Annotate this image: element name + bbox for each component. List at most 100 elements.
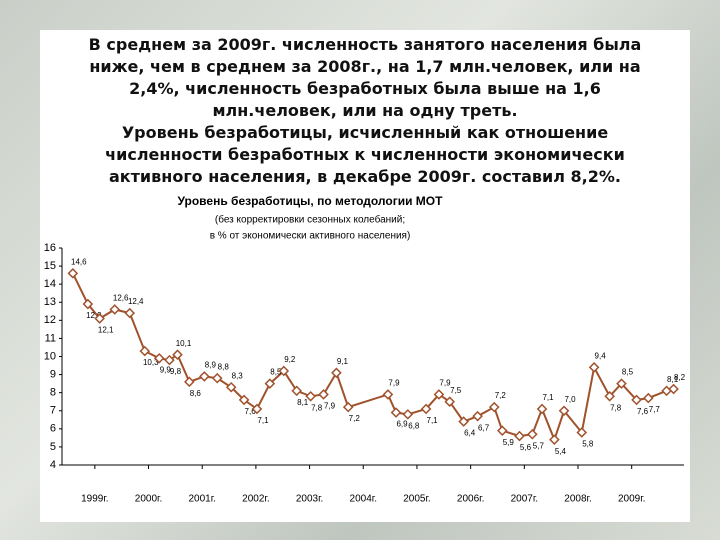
point: [94, 313, 105, 324]
data-label: 9,2: [284, 355, 296, 364]
point: [251, 403, 263, 415]
data-label: 8,1: [297, 398, 309, 407]
point: [331, 367, 342, 379]
point: [238, 394, 250, 406]
x-tick-label: 2000г.: [135, 494, 162, 505]
data-label: 7,1: [427, 416, 439, 425]
text-line: ниже, чем в среднем за 2008г., на 1,7 мл…: [89, 57, 641, 76]
y-tick-label: 11: [45, 332, 56, 344]
data-label: 7,6: [637, 407, 649, 416]
y-tick-label: 13: [44, 296, 56, 308]
point: [402, 409, 414, 420]
point: [172, 349, 183, 360]
x-tick-label: 2009г.: [618, 494, 645, 505]
point: [576, 427, 588, 438]
data-label: 12,6: [113, 294, 129, 303]
x-tick-label: 1999г.: [81, 494, 108, 505]
point: [604, 390, 615, 402]
point: [558, 405, 570, 417]
data-label: 7,5: [450, 386, 462, 395]
point: [420, 403, 432, 415]
x-tick-label: 2006г.: [457, 494, 484, 505]
y-tick-label: 10: [44, 350, 56, 362]
data-label: 7,9: [388, 379, 400, 388]
data-label: 7,1: [257, 416, 269, 425]
x-tick-label: 2004г.: [350, 494, 377, 505]
point: [342, 401, 354, 413]
point: [139, 345, 151, 357]
point: [109, 304, 121, 315]
text-line: 2,4%, численность безработных была выше …: [129, 79, 601, 98]
data-label: 10,1: [176, 339, 192, 348]
x-tick-label: 2005г.: [403, 494, 430, 505]
point: [82, 298, 94, 310]
point: [631, 394, 642, 406]
y-tick-label: 4: [50, 459, 56, 471]
point: [668, 383, 679, 395]
point: [278, 365, 290, 377]
data-label: 8,5: [622, 368, 634, 377]
data-label: 7,6: [245, 407, 257, 416]
y-tick-label: 15: [44, 260, 56, 272]
point: [536, 403, 548, 415]
point: [549, 434, 560, 445]
data-label: 6,8: [408, 421, 420, 430]
point: [67, 268, 79, 279]
data-label: 7,8: [311, 403, 323, 412]
data-label: 7,2: [349, 414, 361, 423]
data-label: 5,9: [503, 438, 515, 447]
y-tick-label: 5: [50, 441, 56, 453]
data-label: 9,4: [595, 351, 607, 360]
data-label: 5,4: [555, 447, 567, 456]
point: [472, 410, 483, 422]
data-label: 12,4: [128, 297, 144, 306]
point: [444, 396, 455, 408]
point: [164, 354, 175, 366]
data-label: 5,7: [533, 441, 545, 450]
x-tick-label: 2008г.: [564, 494, 591, 505]
data-label: 10,3: [143, 358, 159, 367]
point: [497, 425, 508, 436]
point: [382, 389, 394, 400]
chart-subtitle: (без корректировки сезонных колебаний;: [215, 214, 405, 226]
data-label: 8,1: [667, 375, 679, 384]
data-label: 5,6: [520, 443, 532, 452]
x-tick-label: 2002г.: [242, 494, 269, 505]
text-line: численности безработных к численности эк…: [105, 145, 625, 164]
chart-title: Уровень безработицы, по методологии МОТ: [178, 194, 444, 208]
data-label: 8,2: [674, 373, 686, 382]
chart: Уровень безработицы, по методологии МОТ …: [40, 188, 690, 522]
data-label: 8,5: [270, 368, 282, 377]
point: [225, 381, 237, 393]
data-label: 5,8: [582, 440, 594, 449]
point: [184, 376, 195, 388]
y-tick-label: 14: [44, 278, 56, 290]
point: [291, 385, 302, 397]
point: [305, 390, 316, 402]
point: [588, 362, 600, 373]
point: [643, 392, 654, 404]
y-tick-label: 8: [50, 387, 56, 399]
point: [527, 428, 538, 440]
data-label: 14,6: [71, 257, 87, 266]
text-line: млн.человек, или на одну треть.: [212, 101, 518, 120]
y-tick-label: 12: [44, 314, 56, 326]
point: [514, 430, 525, 442]
data-label: 7,1: [542, 393, 554, 402]
data-label: 7,8: [610, 403, 622, 412]
text-line: активного населения, в декабре 2009г. со…: [109, 167, 621, 186]
data-label: 12,1: [98, 326, 114, 335]
point: [264, 378, 276, 389]
x-tick-label: 2007г.: [511, 494, 538, 505]
y-tick-label: 9: [50, 368, 56, 380]
point: [153, 353, 165, 364]
data-label: 7,2: [495, 391, 507, 400]
data-label: 7,9: [324, 402, 336, 411]
data-label: 12,9: [86, 311, 102, 320]
y-tick-label: 7: [50, 405, 56, 417]
text-line: В среднем за 2009г. численность занятого…: [88, 35, 642, 54]
data-label: 7,9: [439, 379, 451, 388]
data-label: 7,7: [649, 405, 661, 414]
data-label: 8,3: [232, 371, 244, 380]
data-label: 9,1: [337, 357, 349, 366]
